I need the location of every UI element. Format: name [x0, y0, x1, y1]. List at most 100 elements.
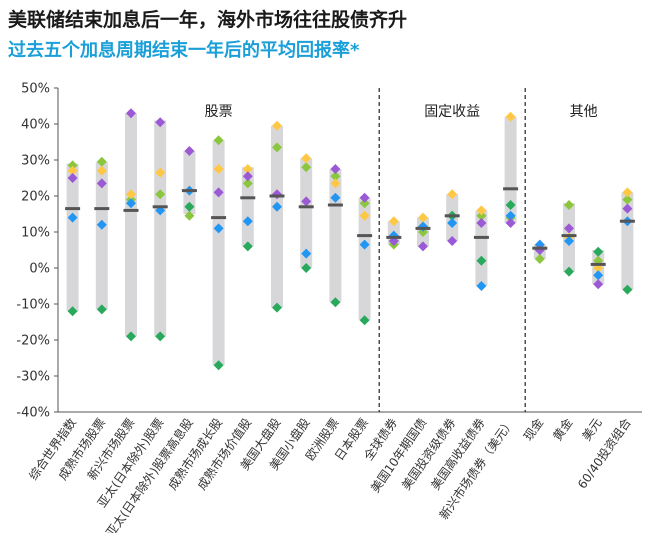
range-bar: [504, 116, 517, 223]
data-point: [622, 284, 633, 295]
data-point: [96, 165, 107, 176]
data-point: [272, 201, 282, 212]
category-label: 美元: [579, 416, 604, 444]
data-point: [418, 212, 428, 223]
data-point: [272, 142, 282, 153]
data-point: [330, 178, 341, 189]
y-tick-label: -30%: [16, 370, 50, 385]
y-tick-label: -20%: [16, 334, 50, 349]
y-tick-label: 40%: [21, 118, 50, 133]
y-tick-label: 50%: [21, 82, 50, 97]
y-tick-label: 20%: [21, 190, 50, 205]
y-tick-label: 10%: [21, 226, 50, 241]
data-point: [213, 223, 224, 234]
data-point: [242, 178, 253, 189]
y-tick-label: 0%: [29, 262, 50, 277]
group-label: 股票: [205, 104, 233, 120]
data-points: [67, 108, 633, 371]
data-point: [359, 210, 370, 221]
data-point: [96, 304, 107, 315]
data-point: [155, 167, 166, 178]
average-marker: [269, 194, 285, 198]
data-point: [447, 218, 458, 228]
data-point: [359, 198, 370, 209]
data-point: [476, 210, 487, 221]
data-point: [476, 281, 487, 291]
data-point: [418, 241, 428, 252]
data-point: [242, 171, 253, 182]
data-point: [126, 108, 136, 119]
chart-title: 美联储结束加息后一年，海外市场往往股债齐升: [8, 9, 408, 31]
data-point: [622, 203, 633, 214]
data-point: [564, 266, 574, 277]
average-marker: [357, 234, 373, 238]
average-marker: [590, 262, 606, 266]
data-point: [272, 120, 282, 131]
range-bar: [329, 169, 342, 303]
data-point: [242, 241, 253, 252]
data-point: [330, 164, 341, 174]
data-point: [622, 194, 633, 205]
range-bar: [66, 163, 79, 312]
range-bar: [183, 151, 196, 214]
data-point: [505, 210, 516, 221]
data-point: [564, 223, 574, 234]
y-tick-label: 30%: [21, 154, 50, 169]
data-point: [301, 162, 312, 173]
y-tick-label: -40%: [16, 406, 50, 421]
data-point: [213, 187, 224, 198]
data-point: [126, 331, 136, 342]
data-point: [593, 270, 604, 281]
average-marker: [444, 214, 460, 218]
data-point: [67, 173, 78, 183]
data-point: [388, 216, 399, 227]
range-bar: [212, 140, 225, 366]
average-marker: [94, 207, 110, 211]
category-label: 黄金: [549, 415, 575, 443]
data-point: [67, 165, 78, 176]
range-bar: [300, 158, 313, 268]
group-label: 其他: [570, 104, 598, 120]
data-point: [447, 236, 458, 246]
data-point: [184, 146, 195, 156]
data-point: [242, 216, 253, 227]
data-point: [242, 164, 253, 174]
average-marker: [240, 196, 256, 200]
data-point: [213, 360, 224, 371]
data-point: [593, 279, 604, 290]
data-point: [184, 210, 195, 221]
data-point: [96, 156, 107, 167]
data-point: [534, 254, 545, 264]
data-point: [476, 218, 487, 228]
average-markers: [65, 187, 635, 266]
average-marker: [298, 205, 314, 209]
average-marker: [181, 189, 197, 193]
data-point: [359, 239, 370, 250]
data-point: [622, 187, 633, 198]
category-label: 60/40投资组合: [574, 415, 634, 491]
data-point: [505, 111, 516, 122]
data-point: [126, 198, 136, 209]
range-bar: [358, 197, 371, 321]
range-bar: [271, 125, 283, 308]
group-label: 固定收益: [424, 104, 480, 120]
data-point: [301, 263, 312, 273]
data-point: [476, 205, 487, 216]
data-point: [213, 135, 224, 146]
data-point: [67, 160, 78, 171]
data-point: [67, 212, 78, 223]
data-point: [330, 297, 341, 308]
average-marker: [152, 205, 168, 209]
group-dividers: [378, 88, 526, 412]
average-marker: [123, 208, 139, 212]
data-point: [301, 153, 312, 164]
average-marker: [415, 226, 431, 230]
data-point: [330, 171, 341, 182]
range-bar: [154, 120, 167, 337]
data-point: [476, 255, 487, 266]
range-bar: [621, 192, 634, 290]
data-point: [330, 192, 341, 203]
data-point: [593, 246, 604, 257]
average-marker: [211, 216, 227, 220]
